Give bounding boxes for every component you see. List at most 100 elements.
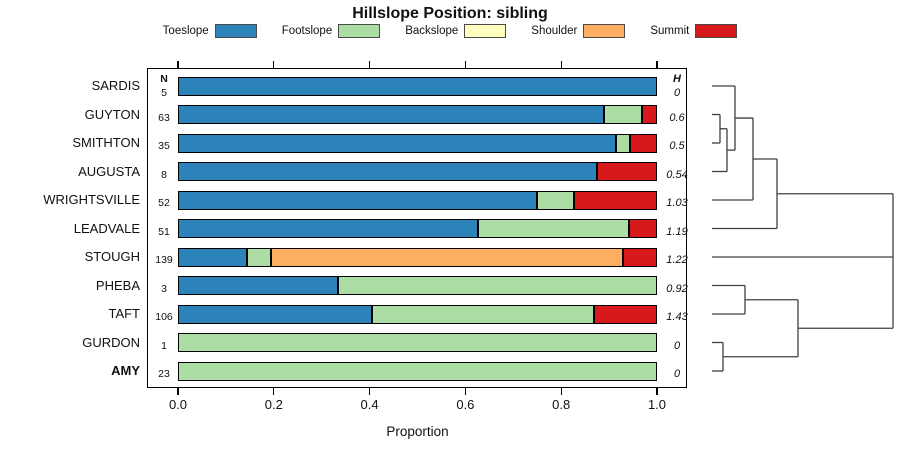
x-tick-label: 1.0 xyxy=(647,397,667,412)
bar-segment-summit xyxy=(597,162,657,181)
row-label-guyton: GUYTON xyxy=(84,106,140,122)
legend-item-toeslope: Toeslope xyxy=(163,24,257,38)
bar-amy xyxy=(178,361,657,381)
n-value: 1 xyxy=(161,339,167,352)
n-value: 35 xyxy=(158,140,170,152)
h-value: 0.5 xyxy=(669,140,685,152)
n-value: 51 xyxy=(158,225,170,238)
x-axis-tick-top xyxy=(464,61,466,68)
bar-segment-summit xyxy=(574,190,657,210)
bar-guyton xyxy=(178,105,657,124)
h-value: 0.92 xyxy=(666,282,688,295)
row-label-gurdon: GURDON xyxy=(82,334,140,350)
n-value: 52 xyxy=(158,197,170,209)
n-value: 8 xyxy=(161,168,167,181)
bar-segment-summit xyxy=(593,304,657,324)
bar-segment-shoulder xyxy=(270,247,623,267)
legend-swatch xyxy=(464,24,507,38)
bar-segment-footslope xyxy=(178,361,657,381)
x-axis-tick-bottom xyxy=(464,388,466,395)
x-tick-label: 0.8 xyxy=(552,397,571,412)
h-value: 1.19 xyxy=(666,225,688,238)
h-value: 1.43 xyxy=(666,311,688,323)
row-label-taft: TAFT xyxy=(108,306,140,321)
bar-segment-toeslope xyxy=(178,133,616,153)
n-value: 139 xyxy=(155,254,173,266)
x-axis-tick-bottom xyxy=(369,388,371,395)
h-value: 0.54 xyxy=(666,168,688,181)
bar-taft xyxy=(178,304,657,324)
row-label-augusta: AUGUSTA xyxy=(78,163,140,179)
bar-gurdon xyxy=(178,333,657,352)
bar-segment-footslope xyxy=(178,333,657,352)
row-label-smithton: SMITHTON xyxy=(72,135,140,150)
x-axis-tick-top xyxy=(177,61,179,68)
bar-smithton xyxy=(178,133,657,153)
x-axis-tick-bottom xyxy=(656,388,658,395)
legend-item-shoulder: Shoulder xyxy=(531,24,626,38)
n-value: 106 xyxy=(155,311,173,323)
legend-label: Summit xyxy=(650,25,690,37)
legend-label: Toeslope xyxy=(162,25,209,37)
x-tick-label: 0.6 xyxy=(456,397,475,412)
bar-segment-footslope xyxy=(537,190,575,210)
bar-segment-footslope xyxy=(615,133,630,153)
bar-segment-footslope xyxy=(603,105,642,124)
h-value: 0.6 xyxy=(669,111,685,124)
bar-segment-footslope xyxy=(478,219,629,238)
bar-segment-toeslope xyxy=(178,276,338,295)
bar-segment-toeslope xyxy=(178,304,373,324)
x-axis-title: Proportion xyxy=(386,424,449,439)
x-axis-tick-bottom xyxy=(177,388,179,395)
row-label-sardis: SARDIS xyxy=(91,78,140,93)
legend-item-backslope: Backslope xyxy=(405,24,507,38)
bar-segment-summit xyxy=(622,247,657,267)
bar-segment-toeslope xyxy=(178,247,247,267)
bar-leadvale xyxy=(178,219,657,238)
bar-segment-footslope xyxy=(337,276,657,295)
n-value: 3 xyxy=(161,282,167,295)
h-value: 0 xyxy=(673,368,681,380)
legend-label: Backslope xyxy=(405,25,459,37)
bar-pheba xyxy=(178,276,657,295)
bar-segment-toeslope xyxy=(178,162,598,181)
plot-area-border xyxy=(147,68,687,388)
bar-segment-summit xyxy=(628,219,657,238)
x-axis-tick-bottom xyxy=(560,388,562,395)
x-axis-tick-top xyxy=(656,61,658,68)
legend-swatch xyxy=(214,24,257,38)
bar-segment-summit xyxy=(629,133,657,153)
row-label-leadvale: LEADVALE xyxy=(73,220,140,236)
h-value: 1.03 xyxy=(666,197,688,209)
legend-item-footslope: Footslope xyxy=(282,24,381,38)
row-label-pheba: PHEBA xyxy=(95,277,140,293)
chart-title: Hillslope Position: sibling xyxy=(352,5,548,22)
x-tick-label: 0.4 xyxy=(360,397,379,412)
x-tick-label: 0.2 xyxy=(264,397,283,412)
x-tick-label: 0.0 xyxy=(168,397,188,412)
row-label-wrightsville: WRIGHTSVILLE xyxy=(43,192,140,207)
row-label-amy: AMY xyxy=(111,363,140,378)
legend-swatch xyxy=(695,24,738,38)
legend-item-summit: Summit xyxy=(650,24,738,38)
legend: Toeslope Footslope Backslope Shoulder Summit xyxy=(0,24,900,38)
bar-segment-summit xyxy=(641,105,657,124)
bar-augusta xyxy=(178,162,657,181)
x-axis-tick-top xyxy=(273,61,275,68)
bar-sardis xyxy=(178,76,657,96)
bar-stough xyxy=(178,247,657,267)
x-axis-tick-top xyxy=(560,61,562,68)
bar-segment-toeslope xyxy=(178,76,657,96)
n-value: 5 xyxy=(161,87,167,99)
bar-segment-footslope xyxy=(372,304,594,324)
n-value: 23 xyxy=(158,368,170,380)
bar-segment-toeslope xyxy=(178,105,604,124)
x-axis-tick-bottom xyxy=(273,388,275,395)
bar-segment-toeslope xyxy=(178,190,538,210)
h-column-header: H xyxy=(673,73,681,85)
h-value: 1.22 xyxy=(666,254,688,266)
h-value: 0 xyxy=(673,339,681,352)
row-label-stough: STOUGH xyxy=(84,249,140,264)
legend-swatch xyxy=(583,24,626,38)
